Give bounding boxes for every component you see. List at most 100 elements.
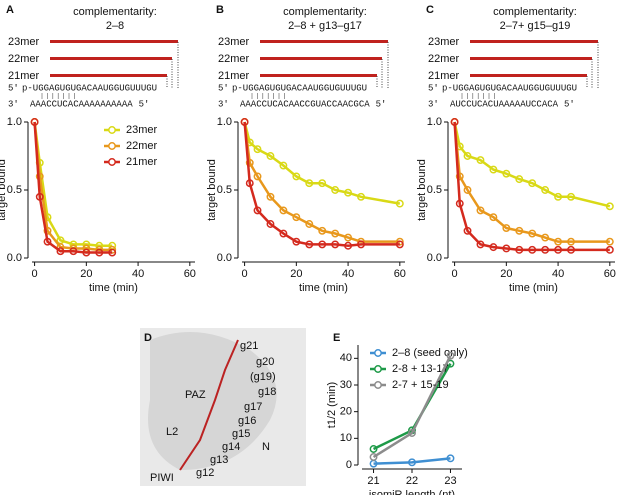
data-point (463, 152, 472, 160)
data-point (331, 229, 340, 238)
data-point (369, 445, 378, 453)
legend-marker (374, 365, 382, 373)
structure-label: g15 (232, 428, 250, 440)
data-point (502, 224, 511, 233)
x-tick-label: 60 (604, 268, 616, 280)
data-point (528, 229, 537, 238)
structure-label: (g19) (250, 371, 276, 383)
panel-subtitle: 2–8 (106, 20, 124, 32)
data-point (69, 247, 78, 256)
structure-label: g20 (256, 356, 274, 368)
panel-subtitle: 2–8 + g13–g17 (288, 20, 362, 32)
data-point (567, 237, 575, 246)
guide-strand (179, 339, 239, 471)
panel-letter: C (426, 4, 434, 16)
data-point (240, 118, 249, 126)
data-point (455, 172, 464, 181)
structure-label: L2 (166, 426, 178, 438)
data-point (502, 169, 511, 178)
y-tick-label: 0 (346, 459, 352, 471)
legend-marker (374, 381, 382, 389)
data-point (56, 247, 65, 256)
series-line (243, 121, 401, 205)
data-point (463, 186, 472, 194)
series-line (453, 121, 610, 243)
panel-letter: B (216, 4, 224, 16)
data-point (408, 458, 416, 467)
data-point (476, 156, 485, 165)
x-tick-label: 21 (367, 475, 379, 487)
x-axis-label: isomiR length (nt) (369, 489, 455, 495)
panel-letter: E (333, 332, 340, 344)
y-axis-label: target bound (416, 159, 428, 221)
data-point (502, 244, 511, 253)
data-point (489, 243, 498, 252)
isomir-bar (470, 57, 592, 60)
data-point (567, 245, 575, 254)
data-point (515, 175, 524, 184)
data-point (331, 186, 340, 194)
data-point (450, 118, 459, 126)
structure-label: g16 (238, 415, 256, 427)
data-point (369, 453, 378, 461)
y-axis-label: target bound (206, 159, 218, 221)
target-end: 3′ (218, 99, 229, 109)
isomir-bar (470, 40, 598, 43)
panel-title: complementarity: (493, 6, 577, 18)
x-tick-label: 60 (184, 268, 196, 280)
isomir-label: 23mer (428, 36, 460, 48)
data-point (541, 186, 550, 194)
panel-letter: A (6, 4, 14, 16)
x-axis-label: time (min) (299, 282, 348, 294)
data-point (554, 245, 563, 254)
data-point (395, 240, 404, 249)
structure-label: PAZ (185, 389, 206, 401)
y-tick-label: 1.0 (427, 116, 442, 128)
data-point (245, 158, 254, 167)
x-tick-label: 20 (290, 268, 302, 280)
panel-title: complementarity: (73, 6, 157, 18)
x-tick-label: 20 (500, 268, 512, 280)
data-point (357, 192, 365, 201)
data-point (395, 199, 404, 208)
data-point (292, 172, 301, 181)
legend-label: 22mer (126, 140, 158, 152)
data-point (305, 179, 314, 188)
data-point (245, 179, 254, 188)
x-tick-label: 0 (452, 268, 458, 280)
isomir-bar (470, 74, 587, 77)
data-point (279, 206, 288, 215)
guide-seq: p-UGGAGUGUGACAAUGGUGUUUGU (22, 83, 157, 93)
structure-label: g13 (210, 454, 228, 466)
data-point (541, 233, 550, 242)
data-point (266, 220, 275, 228)
data-point (357, 240, 365, 249)
x-tick-label: 40 (342, 268, 354, 280)
data-point (253, 172, 262, 181)
data-point (266, 152, 275, 160)
data-point (305, 240, 314, 249)
legend-marker (108, 142, 116, 150)
legend-label: 2-7 + 15-19 (392, 379, 449, 391)
structure-label: g12 (196, 467, 214, 479)
structure-label: g14 (222, 441, 240, 453)
series-line (33, 121, 113, 248)
y-tick-label: 0.0 (7, 252, 22, 264)
data-point (489, 213, 498, 222)
data-point (344, 188, 353, 197)
structure-label: g21 (240, 340, 258, 352)
x-tick-label: 60 (394, 268, 406, 280)
y-tick-label: 1.0 (217, 116, 232, 128)
series-line (372, 355, 452, 459)
data-point (489, 165, 498, 174)
isomir-bar (50, 74, 167, 77)
y-axis-label: t1/2 (min) (326, 382, 338, 428)
target-seq: AUCCUCACUAAAAAUCCACA (450, 99, 559, 109)
data-point (554, 192, 563, 201)
y-tick-label: 0.5 (217, 184, 232, 196)
panel-title: complementarity: (283, 6, 367, 18)
data-point (455, 199, 464, 208)
structure-label: g17 (244, 401, 262, 413)
data-point (35, 192, 44, 201)
